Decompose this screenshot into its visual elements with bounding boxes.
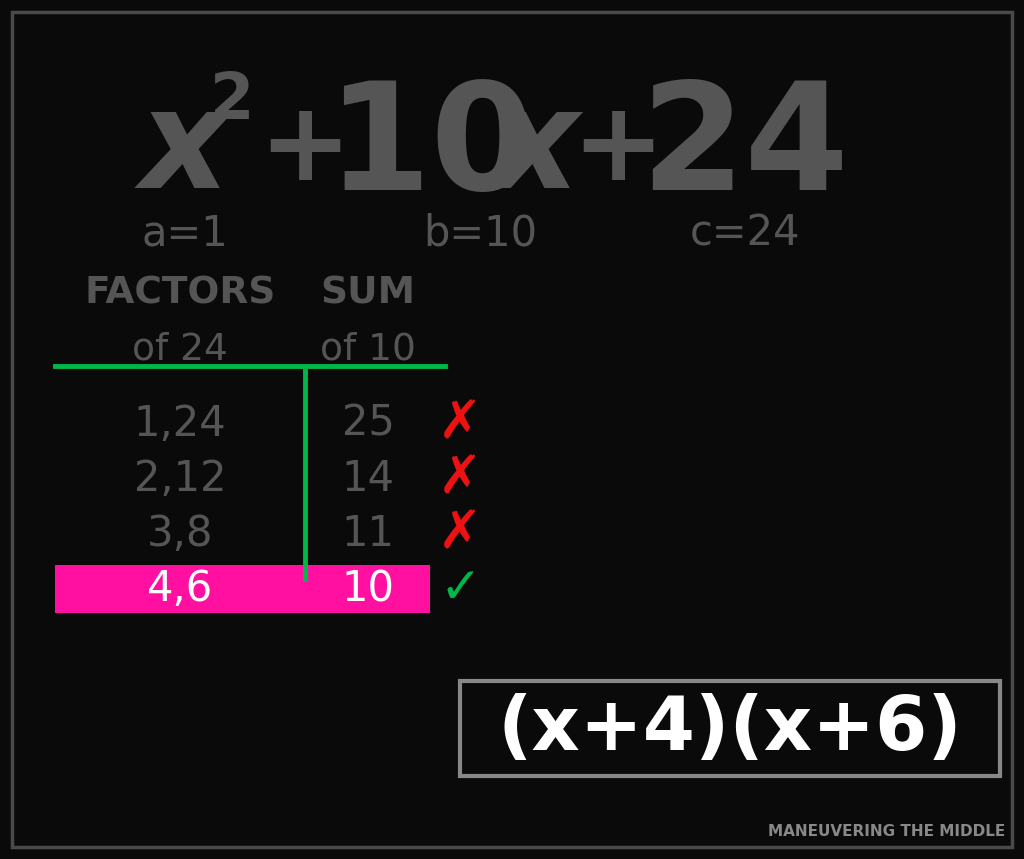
Text: 2,12: 2,12 — [134, 458, 226, 500]
Text: x: x — [490, 82, 580, 216]
Text: 24: 24 — [641, 76, 849, 222]
Text: 1,24: 1,24 — [134, 403, 226, 445]
Text: 10: 10 — [326, 76, 535, 222]
Text: b=10: b=10 — [423, 213, 537, 255]
Text: 3,8: 3,8 — [146, 513, 213, 555]
Text: FACTORS: FACTORS — [84, 276, 275, 312]
Text: 4,6: 4,6 — [146, 568, 213, 610]
Text: ✓: ✓ — [439, 565, 481, 613]
Text: ✗: ✗ — [438, 398, 482, 450]
Text: c=24: c=24 — [690, 213, 800, 255]
FancyBboxPatch shape — [460, 681, 1000, 776]
Text: ✗: ✗ — [438, 453, 482, 505]
Text: +: + — [258, 95, 351, 203]
Text: of 10: of 10 — [321, 331, 416, 367]
Text: x: x — [140, 82, 229, 216]
Text: +: + — [571, 95, 665, 203]
Text: MANEUVERING THE MIDDLE: MANEUVERING THE MIDDLE — [768, 824, 1005, 838]
Text: SUM: SUM — [321, 276, 416, 312]
Text: of 24: of 24 — [132, 331, 228, 367]
Text: ✗: ✗ — [438, 508, 482, 560]
Text: 10: 10 — [341, 568, 394, 610]
Text: 25: 25 — [342, 403, 394, 445]
Text: (x+4)(x+6): (x+4)(x+6) — [498, 692, 963, 765]
Text: 14: 14 — [341, 458, 394, 500]
FancyBboxPatch shape — [55, 565, 430, 613]
Text: 11: 11 — [341, 513, 394, 555]
Text: a=1: a=1 — [141, 213, 228, 255]
Text: 2: 2 — [210, 70, 254, 132]
